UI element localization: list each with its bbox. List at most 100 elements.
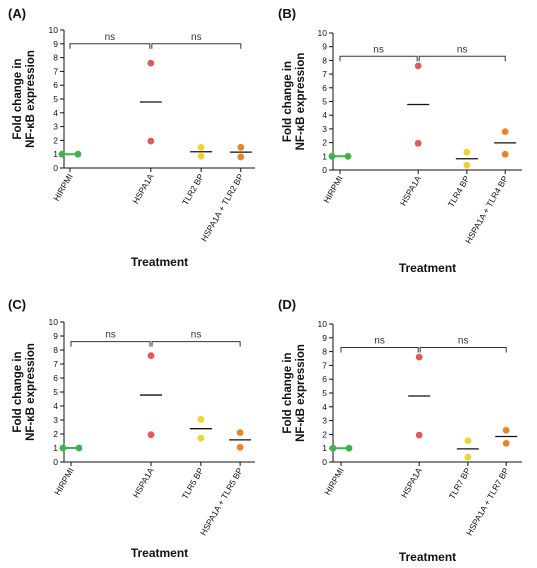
x-tick-label: HSPA1A bbox=[399, 466, 424, 500]
data-point bbox=[415, 353, 423, 361]
x-tick-label: HSPA1A + TLR4 BP bbox=[463, 174, 510, 246]
panel-label: (A) bbox=[8, 6, 26, 21]
y-tick-label: 6 bbox=[53, 373, 58, 383]
y-tick-label: 10 bbox=[318, 319, 328, 329]
data-point bbox=[237, 143, 245, 151]
significance-label: ns bbox=[457, 44, 468, 55]
panel-label: (B) bbox=[278, 6, 296, 21]
y-tick-label: 4 bbox=[53, 401, 58, 411]
significance-label: ns bbox=[105, 330, 116, 341]
y-tick-label: 5 bbox=[53, 387, 58, 397]
y-tick-label: 2 bbox=[53, 429, 58, 439]
y-tick-label: 7 bbox=[53, 66, 58, 76]
x-tick-label: HSPA1A bbox=[131, 466, 156, 500]
y-tick-label: 7 bbox=[322, 360, 327, 370]
significance-bracket bbox=[339, 55, 418, 62]
data-point bbox=[197, 152, 205, 160]
y-tick-label: 2 bbox=[53, 135, 58, 145]
y-tick-label: 0 bbox=[322, 457, 327, 467]
significance-label: ns bbox=[374, 335, 385, 346]
data-point bbox=[236, 429, 244, 436]
x-axis-title: Treatment bbox=[399, 261, 456, 275]
y-tick-label: 5 bbox=[322, 388, 327, 398]
x-tick-label: HIRPMI bbox=[322, 466, 346, 497]
y-tick-label: 8 bbox=[53, 53, 58, 63]
panel-2: (B) 0 1 2 3 4 5 6 7 8 9 10 Fold change inNF-κB expre… bbox=[278, 6, 522, 275]
x-tick-label: HSPA1A bbox=[130, 172, 155, 206]
significance-bracket bbox=[418, 55, 506, 62]
y-tick-label: 0 bbox=[53, 457, 58, 467]
significance-label: ns bbox=[373, 44, 384, 55]
data-point bbox=[502, 439, 510, 447]
data-point bbox=[74, 150, 82, 158]
data-point bbox=[328, 152, 336, 160]
y-tick-label: 10 bbox=[318, 28, 328, 38]
significance-bracket bbox=[70, 341, 151, 347]
y-tick-label: 1 bbox=[322, 151, 327, 161]
y-tick-label: 4 bbox=[322, 110, 327, 120]
y-axis-label: Fold change inNF-κB expression bbox=[12, 343, 37, 441]
x-tick-label: TLR4 BP bbox=[446, 174, 472, 209]
data-point bbox=[464, 437, 472, 445]
data-point bbox=[197, 415, 205, 423]
y-tick-label: 3 bbox=[53, 415, 58, 425]
panel-3: (C) 0 1 2 3 4 5 6 7 8 9 10 Fold change inNF-κB expre… bbox=[8, 297, 255, 560]
y-tick-label: 3 bbox=[322, 416, 327, 426]
x-tick-label: HIRPMI bbox=[321, 174, 345, 205]
x-tick-label: HSPA1A + TLR5 BP bbox=[198, 466, 245, 538]
y-tick-label: 3 bbox=[53, 122, 58, 132]
y-axis-label: Fold change inNF-κB expression bbox=[12, 50, 37, 148]
significance-label: ns bbox=[191, 330, 202, 341]
data-point bbox=[345, 444, 353, 452]
y-tick-label: 9 bbox=[322, 42, 327, 52]
significance-label: ns bbox=[458, 335, 469, 346]
data-point bbox=[59, 444, 67, 452]
y-tick-label: 10 bbox=[49, 317, 59, 327]
data-point bbox=[237, 153, 245, 161]
y-tick-label: 8 bbox=[322, 347, 327, 357]
y-tick-label: 6 bbox=[322, 374, 327, 384]
significance-bracket bbox=[151, 43, 242, 49]
y-axis-label-line-1: Fold change in bbox=[282, 61, 294, 142]
y-axis-label-line-2: NF-κB expression bbox=[25, 343, 37, 441]
x-tick-label: HSPA1A + TLR7 BP bbox=[464, 466, 511, 538]
y-tick-label: 0 bbox=[322, 165, 327, 175]
y-axis-label-line-2: NF-κB expression bbox=[295, 344, 307, 442]
data-point bbox=[414, 139, 422, 147]
y-tick-label: 4 bbox=[322, 402, 327, 412]
y-tick-label: 9 bbox=[53, 331, 58, 341]
y-tick-label: 9 bbox=[53, 39, 58, 49]
y-tick-label: 6 bbox=[53, 80, 58, 90]
x-axis-title: Treatment bbox=[399, 550, 456, 564]
data-point bbox=[58, 150, 66, 158]
data-point bbox=[415, 431, 423, 439]
y-tick-label: 8 bbox=[53, 345, 58, 355]
y-tick-label: 1 bbox=[53, 149, 58, 159]
significance-bracket bbox=[419, 346, 507, 353]
significance-label: ns bbox=[105, 32, 116, 43]
y-axis-label: Fold change inNF-κB expression bbox=[282, 344, 307, 442]
y-tick-label: 4 bbox=[53, 108, 58, 118]
x-axis-title: Treatment bbox=[131, 255, 188, 269]
y-tick-label: 7 bbox=[53, 359, 58, 369]
y-tick-label: 2 bbox=[322, 429, 327, 439]
y-tick-label: 6 bbox=[322, 83, 327, 93]
panel-label: (C) bbox=[8, 297, 26, 312]
y-axis-label-line-1: Fold change in bbox=[282, 352, 294, 433]
y-tick-label: 1 bbox=[322, 443, 327, 453]
data-point bbox=[147, 431, 155, 439]
data-point bbox=[414, 62, 422, 70]
data-point bbox=[329, 444, 337, 452]
y-axis-label-line-1: Fold change in bbox=[12, 351, 24, 432]
data-point bbox=[147, 137, 155, 145]
y-tick-label: 8 bbox=[322, 55, 327, 65]
data-point bbox=[147, 352, 155, 359]
data-point bbox=[463, 161, 471, 169]
x-tick-label: TLR2 BP bbox=[180, 172, 206, 207]
significance-label: ns bbox=[191, 32, 202, 43]
data-point bbox=[197, 143, 205, 151]
data-point bbox=[236, 443, 244, 451]
y-tick-label: 3 bbox=[322, 124, 327, 134]
data-point bbox=[501, 128, 509, 136]
